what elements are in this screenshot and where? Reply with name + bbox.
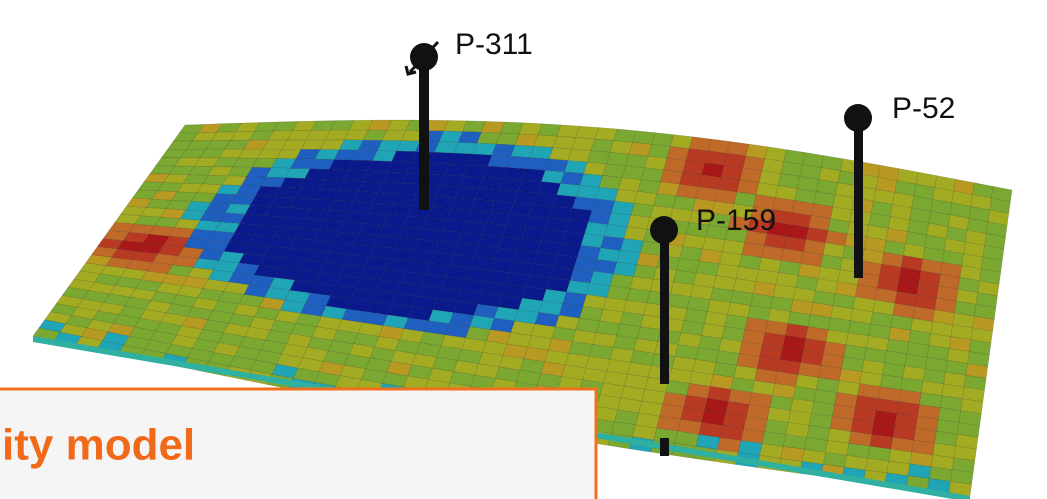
grid-cell	[595, 187, 618, 201]
well-shaft	[854, 120, 863, 278]
grid-cell	[629, 142, 651, 156]
grid-cell	[633, 131, 655, 145]
well-shaft	[660, 232, 669, 384]
grid-cell	[610, 141, 633, 154]
grid-cell	[568, 149, 591, 162]
grid-cell	[625, 154, 648, 168]
grid-cell	[651, 133, 673, 147]
grid-cell	[606, 152, 629, 166]
grid-cell	[576, 185, 599, 199]
grid-cell	[645, 156, 667, 170]
grid-cell	[603, 164, 626, 178]
caption-box: ity model	[0, 389, 596, 499]
well-label: P-52	[892, 92, 955, 125]
grid-cell	[553, 195, 576, 208]
grid-cell	[530, 204, 553, 217]
grid-cell	[591, 139, 614, 152]
grid-cell	[557, 183, 580, 196]
grid-cell	[648, 144, 670, 158]
grid-cell	[614, 129, 636, 142]
grid-cell	[584, 162, 607, 175]
reservoir-view: P-311 P-52 P-159 ity model	[0, 0, 1047, 499]
grid-cell	[549, 206, 572, 220]
grid-cell	[580, 174, 603, 188]
page: P-311 P-52 P-159 ity model (() => { cons…	[0, 0, 1047, 499]
grid-cell	[561, 172, 584, 185]
well-head	[844, 104, 872, 132]
grid-cell	[572, 197, 595, 211]
grid-cell	[595, 128, 618, 141]
grid-cell	[599, 176, 622, 190]
grid-cell	[622, 166, 645, 180]
grid-cell	[587, 151, 610, 164]
grid-cell	[564, 161, 587, 174]
well-label: P-311	[455, 28, 533, 61]
well-shaft	[660, 438, 669, 456]
grid-cell	[533, 193, 556, 206]
caption: ity model	[2, 421, 195, 470]
well-shaft	[419, 60, 429, 210]
well-label: P-159	[696, 204, 776, 237]
well-head	[650, 216, 678, 244]
